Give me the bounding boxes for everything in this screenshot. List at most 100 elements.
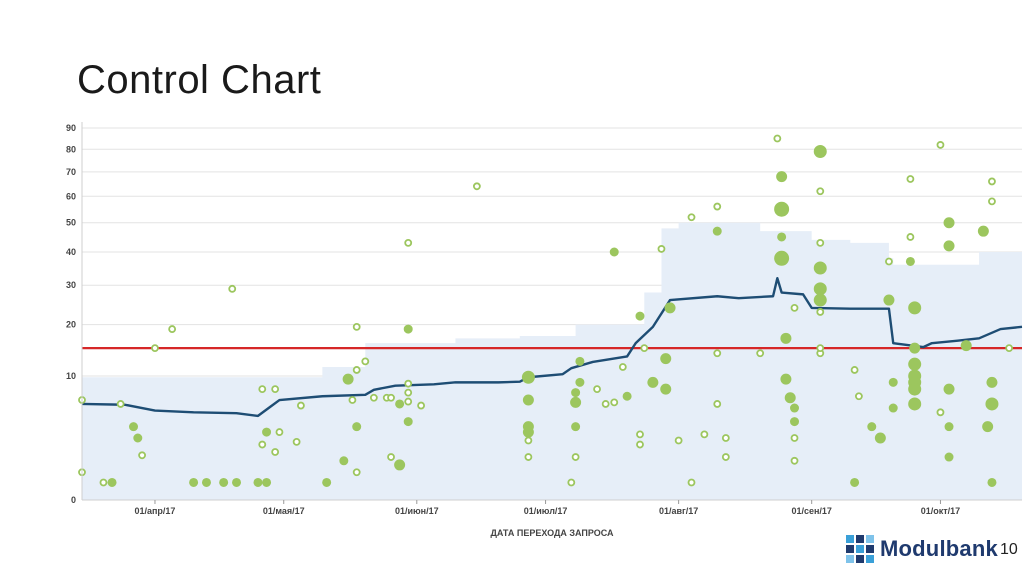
issue-point xyxy=(790,403,800,413)
issue-point xyxy=(986,376,998,388)
y-tick-label: 20 xyxy=(66,320,76,330)
issue-point xyxy=(575,356,585,366)
issue-point xyxy=(700,430,709,439)
issue-point xyxy=(660,383,672,395)
issue-point xyxy=(777,232,787,242)
issue-point xyxy=(906,233,915,241)
rolling-average-line xyxy=(81,276,1023,418)
issue-point xyxy=(774,250,790,266)
issue-point xyxy=(908,301,922,315)
issue-point xyxy=(403,324,413,334)
issue-point xyxy=(960,340,972,352)
y-tick-label: 80 xyxy=(66,144,76,154)
issue-point xyxy=(982,421,994,433)
issue-point xyxy=(352,322,361,331)
issue-point xyxy=(988,197,996,206)
issue-point xyxy=(369,393,378,402)
issue-point xyxy=(635,311,645,321)
std-band-area xyxy=(82,222,1022,500)
issue-point xyxy=(189,477,199,487)
issue-point xyxy=(636,440,644,449)
brand-logo: Modulbank xyxy=(846,535,998,563)
y-tick-label: 50 xyxy=(66,218,76,228)
issue-point xyxy=(342,373,354,385)
y-tick-label: 30 xyxy=(66,280,76,290)
issue-point xyxy=(854,392,863,401)
issue-point xyxy=(524,453,533,461)
issue-point xyxy=(133,433,143,443)
issue-point xyxy=(107,477,117,487)
issue-point xyxy=(610,398,619,407)
issue-point xyxy=(813,293,827,307)
issue-point xyxy=(721,453,730,461)
issue-point xyxy=(601,400,610,408)
issue-point xyxy=(816,187,825,196)
issue-point xyxy=(99,478,108,487)
issue-point xyxy=(262,477,272,487)
issue-point xyxy=(987,477,997,487)
issue-point xyxy=(404,388,413,397)
issue-point xyxy=(780,373,792,385)
slide-title: Control Chart xyxy=(77,58,322,102)
issue-point xyxy=(522,394,534,406)
issue-point xyxy=(790,304,799,312)
issue-point xyxy=(816,344,825,353)
issue-point xyxy=(640,344,649,353)
x-tick-label: 01/авг/17 xyxy=(659,506,698,516)
issue-point xyxy=(622,391,632,401)
issue-point xyxy=(297,401,305,410)
y-axis: 0 10 20 30 40 50 60 70 80 90 xyxy=(66,122,83,505)
x-tick-label: 01/апр/17 xyxy=(134,506,175,516)
issue-point xyxy=(292,437,301,446)
issue-point xyxy=(712,226,722,236)
issue-point xyxy=(936,408,945,417)
x-tick-label: 01/июн/17 xyxy=(395,506,439,516)
issue-point xyxy=(657,245,666,253)
issue-point xyxy=(850,477,860,487)
issue-point xyxy=(352,468,361,477)
issue-point xyxy=(816,238,825,247)
issue-point xyxy=(571,422,581,432)
brand-name: Modulbank xyxy=(880,536,998,561)
issue-point xyxy=(232,477,242,487)
issue-point xyxy=(647,376,659,388)
issue-point xyxy=(138,451,146,460)
x-tick-label: 01/мая/17 xyxy=(263,506,305,516)
issue-point xyxy=(943,217,955,229)
issue-point xyxy=(780,332,792,344)
issue-point xyxy=(790,456,799,465)
issue-point xyxy=(813,261,827,275)
issue-point xyxy=(129,422,139,432)
issue-point xyxy=(151,344,159,353)
issue-point xyxy=(570,396,582,408)
issue-point xyxy=(609,247,619,257)
issue-point xyxy=(168,325,177,333)
issue-point xyxy=(713,202,722,211)
issue-point xyxy=(571,453,580,461)
issue-point xyxy=(387,393,395,402)
issue-point xyxy=(417,401,425,410)
issue-point xyxy=(943,240,955,252)
x-axis: 01/апр/17 01/мая/17 01/июн/17 01/июл/17 01/а… xyxy=(82,499,1022,516)
issue-point xyxy=(618,363,627,371)
issue-point xyxy=(944,422,954,432)
issue-point xyxy=(228,284,237,293)
issue-point xyxy=(784,392,796,404)
issue-point xyxy=(322,477,332,487)
issue-point xyxy=(262,427,272,437)
issue-point xyxy=(403,417,413,427)
issue-point xyxy=(773,134,782,143)
issue-point xyxy=(521,370,535,384)
y-tick-label: 40 xyxy=(66,247,76,257)
issue-point xyxy=(813,144,827,158)
rolling-average-series xyxy=(81,276,1023,418)
y-tick-label: 70 xyxy=(66,167,76,177)
x-tick-label: 01/июл/17 xyxy=(524,506,568,516)
issue-point xyxy=(664,302,676,314)
issue-point xyxy=(567,478,576,487)
issue-point xyxy=(790,417,800,427)
issue-point xyxy=(885,257,893,266)
issue-point xyxy=(988,177,996,186)
issue-point xyxy=(687,213,696,222)
issue-point xyxy=(687,478,696,487)
